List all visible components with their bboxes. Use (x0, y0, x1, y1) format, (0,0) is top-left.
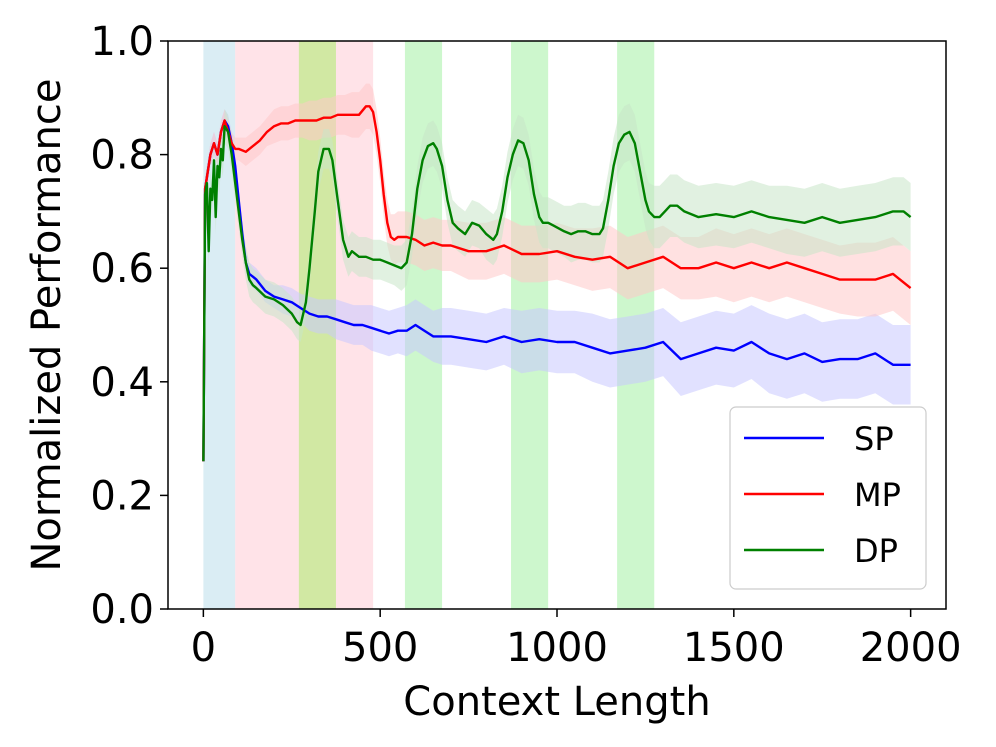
legend-label-sp: SP (854, 420, 894, 458)
y-tick-label: 0.6 (90, 246, 154, 292)
x-tick-label: 500 (342, 625, 418, 671)
series-line-mp (202, 105, 912, 462)
variance-band-sp (203, 109, 911, 462)
legend-label-mp: MP (854, 476, 901, 514)
series-line-dp (202, 124, 912, 462)
y-axis-label: Normalized Performance (24, 78, 70, 571)
legend: SP MP DP (729, 406, 927, 590)
y-tick-label: 0.4 (90, 360, 154, 406)
y-axis-ticks: 0.0 0.2 0.4 0.6 0.8 1.0 (90, 19, 168, 633)
y-tick-label: 0.2 (90, 473, 154, 519)
x-tick-label: 1000 (506, 625, 608, 671)
series-line-sp (202, 119, 911, 462)
x-tick-label: 2000 (860, 625, 962, 671)
legend-label-dp: DP (854, 532, 898, 570)
y-tick-label: 0.0 (90, 587, 154, 633)
x-tick-label: 1500 (683, 625, 785, 671)
variance-band-dp (203, 103, 911, 462)
series-lines (202, 105, 912, 462)
x-tick-label: 0 (191, 625, 216, 671)
y-tick-label: 0.8 (90, 133, 154, 179)
y-tick-label: 1.0 (90, 19, 154, 65)
variance-bands (203, 83, 911, 462)
x-axis-ticks: 0 500 1000 1500 2000 (191, 609, 962, 671)
x-axis-label: Context Length (403, 679, 710, 725)
variance-band-mp (203, 83, 911, 462)
legend-box (729, 406, 927, 590)
